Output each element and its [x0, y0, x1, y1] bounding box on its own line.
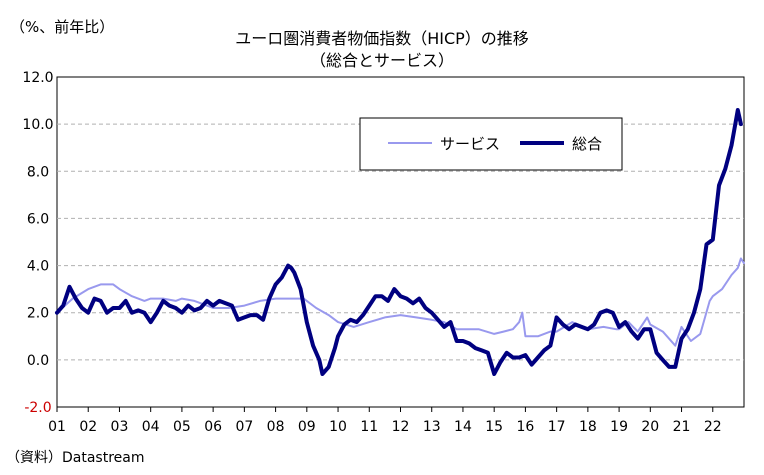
- x-tick-label: 14: [454, 419, 472, 435]
- x-axis-ticks: 01 02 03 04 05 06 07 08 09 10 11 12 13 14 15 16 17 18 19 20…: [48, 407, 722, 435]
- x-tick-label: 16: [516, 419, 534, 435]
- y-tick-label: 12.0: [22, 70, 53, 86]
- y-tick-label: 10.0: [22, 117, 53, 133]
- x-tick-label: 12: [392, 419, 410, 435]
- x-tick-label: 21: [673, 419, 691, 435]
- y-tick-label: 0.0: [27, 353, 49, 369]
- x-tick-label: 15: [485, 419, 503, 435]
- legend-overall-label: 総合: [572, 135, 602, 153]
- y-tick-label: 2.0: [27, 306, 49, 322]
- y-axis-ticks: 12.0 10.0 8.0 6.0 4.0 2.0 0.0 -2.0: [22, 70, 53, 416]
- x-tick-label: 13: [423, 419, 441, 435]
- y-tick-label: 6.0: [27, 211, 49, 227]
- x-tick-label: 20: [641, 419, 659, 435]
- legend-services-label: サービス: [440, 135, 500, 153]
- chart-title: ユーロ圏消費者物価指数（HICP）の推移: [235, 29, 529, 48]
- x-tick-label: 19: [610, 419, 628, 435]
- source-note: （資料）Datastream: [6, 450, 145, 466]
- series-line-overall: [55, 108, 743, 376]
- series-lines: [55, 108, 745, 376]
- x-tick-label: 10: [329, 419, 347, 435]
- series-line-services: [56, 257, 745, 347]
- x-tick-label: 22: [704, 419, 722, 435]
- x-tick-label: 17: [548, 419, 566, 435]
- y-axis-unit-label: （%、前年比）: [10, 18, 114, 36]
- x-tick-label: 01: [48, 419, 66, 435]
- x-tick-label: 05: [173, 419, 191, 435]
- x-tick-label: 07: [235, 419, 253, 435]
- x-tick-label: 03: [111, 419, 129, 435]
- y-tick-label: 8.0: [27, 164, 49, 180]
- x-tick-label: 11: [360, 419, 378, 435]
- y-tick-label: 4.0: [27, 259, 49, 275]
- x-tick-label: 08: [267, 419, 285, 435]
- x-tick-label: 02: [79, 419, 97, 435]
- x-tick-label: 06: [204, 419, 222, 435]
- chart-subtitle: （総合とサービス）: [310, 51, 454, 70]
- y-tick-label: -2.0: [24, 400, 51, 416]
- x-tick-label: 09: [298, 419, 316, 435]
- legend: サービス 総合: [359, 117, 623, 171]
- x-tick-label: 04: [142, 419, 160, 435]
- x-tick-label: 18: [579, 419, 597, 435]
